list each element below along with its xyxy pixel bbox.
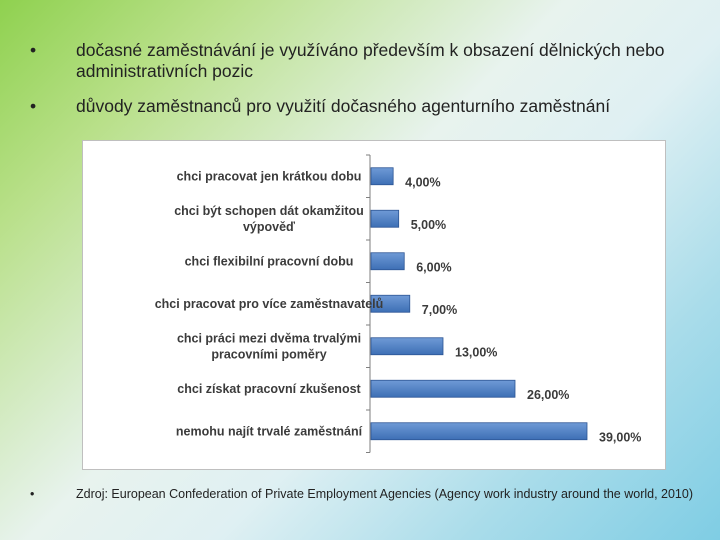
- bar-4: [370, 294, 411, 313]
- data-label-5: 13,00%: [455, 345, 497, 359]
- category-label-4: chci pracovat pro více zaměstnavatelů: [155, 297, 384, 311]
- category-label-2: chci být schopen dát okamžitou výpověď: [174, 204, 364, 234]
- bullet-text-2: důvody zaměstnanců pro využití dočasného…: [76, 96, 611, 116]
- category-label-7: nemohu najít trvalé zaměstnání: [176, 424, 363, 438]
- category-label-6: chci získat pracovní zkušenost: [177, 382, 361, 396]
- category-label-1: chci pracovat jen krátkou dobu: [177, 169, 362, 183]
- bar-6: [370, 379, 516, 398]
- data-label-3: 6,00%: [416, 260, 451, 274]
- bar-chart: 4,00% chci pracovat jen krátkou dobu 5,00%…: [155, 154, 641, 453]
- data-label-6: 26,00%: [527, 388, 569, 402]
- bar-2: [370, 209, 400, 228]
- chart-panel: 4,00% chci pracovat jen krátkou dobu 5,00%…: [82, 140, 666, 470]
- data-label-2: 5,00%: [411, 218, 446, 232]
- category-label-5: chci práci mezi dvěma trvalými pracovními…: [177, 331, 361, 361]
- bar-7: [370, 422, 588, 441]
- data-label-1: 4,00%: [405, 175, 440, 189]
- data-label-4: 7,00%: [422, 303, 457, 317]
- bar-5: [370, 337, 444, 356]
- category-label-3: chci flexibilní pracovní dobu: [185, 254, 354, 268]
- bar-1: [370, 167, 394, 186]
- bullet-marker: •: [30, 96, 37, 116]
- bullet-marker: •: [30, 487, 35, 501]
- bullet-marker: •: [30, 40, 37, 60]
- bullet-text-1: dočasné zaměstnávání je využíváno předev…: [76, 40, 665, 81]
- bar-3: [370, 252, 405, 271]
- data-label-7: 39,00%: [599, 430, 641, 444]
- source-text: Zdroj: European Confederation of Private…: [76, 487, 693, 501]
